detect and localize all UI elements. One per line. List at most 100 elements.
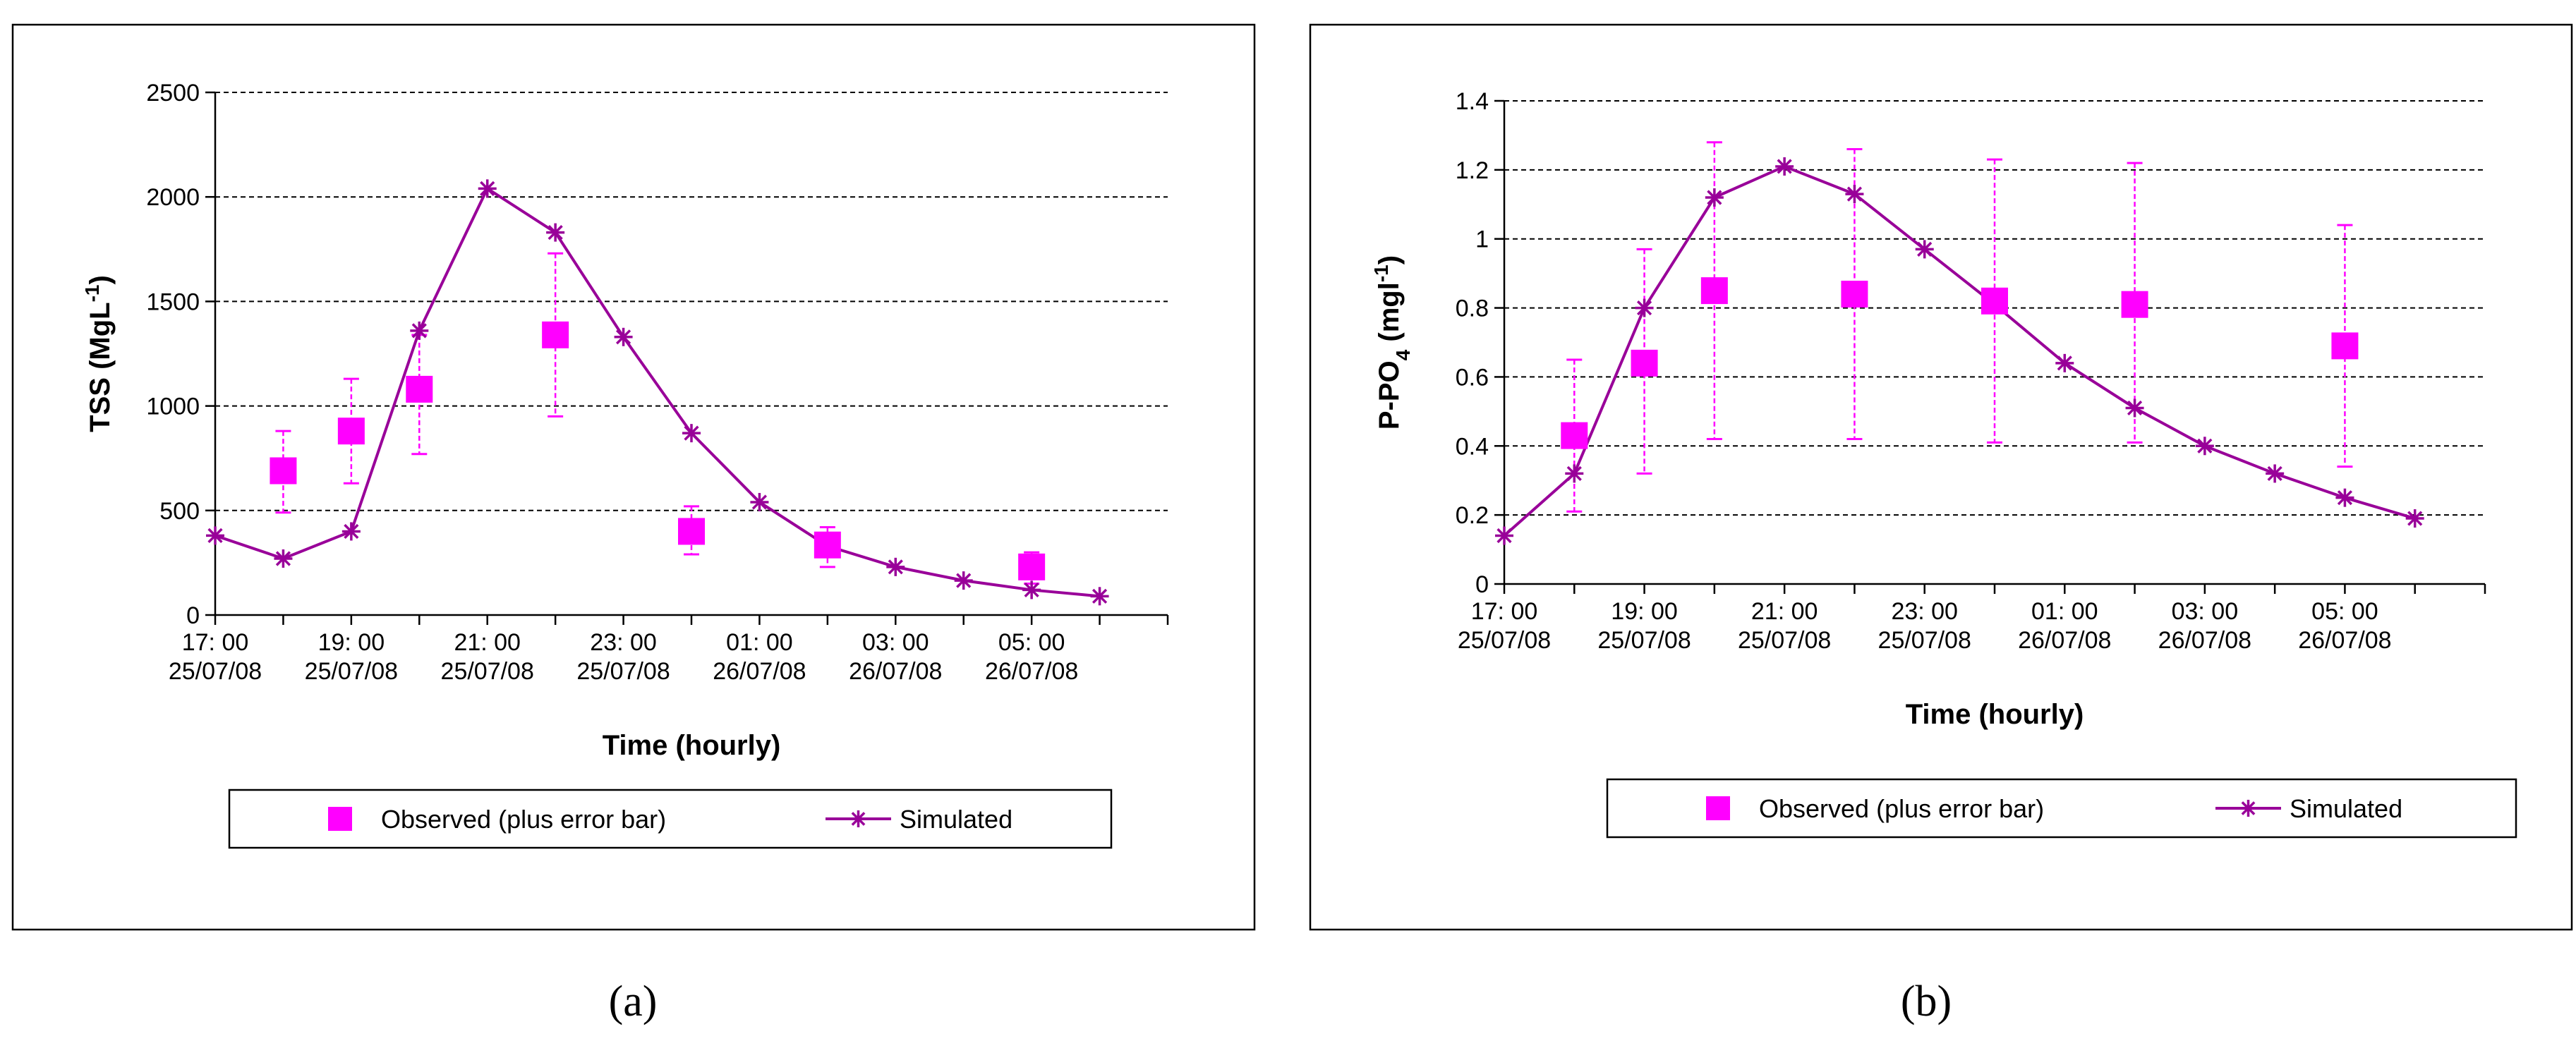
chart-b-y-tick-label: 0.6 [1456, 364, 1489, 391]
chart-a-simulated-point [478, 179, 497, 198]
chart-a-x-tick-label-date: 25/07/08 [169, 658, 262, 685]
chart-b-y-tick-label: 0.8 [1456, 296, 1489, 322]
chart-b-legend-observed-label: Observed (plus error bar) [1759, 794, 2044, 823]
chart-b-y-tick-label: 0.4 [1456, 433, 1489, 460]
chart-a-y-axis-title: TSS (MgL-1) [81, 275, 116, 432]
chart-b-simulated-point [2335, 488, 2354, 507]
chart-b-observed-point [1631, 349, 1658, 377]
chart-a-y-tick-label: 2500 [146, 80, 200, 106]
chart-b-legend-simulated-label: Simulated [2290, 794, 2402, 823]
chart-b-y-tick-label: 1.2 [1456, 157, 1489, 184]
chart-b-legend [1606, 778, 2517, 839]
chart-a-simulated-point-d2 [275, 551, 291, 566]
chart-a-observed-point [406, 375, 433, 403]
chart-a-simulated-point [1090, 587, 1109, 606]
chart-a-simulated-point [546, 223, 565, 242]
chart-a-y-tick-label: 2000 [146, 184, 200, 211]
chart-b-simulated-point-d2 [2267, 465, 2282, 482]
chart-b-simulated-point-d2 [1707, 190, 1722, 205]
chart-b-simulated-point [1565, 464, 1584, 483]
chart-a-legend-simulated-marker [849, 810, 867, 827]
chart-b-x-tick-label-time: 19: 00 [1611, 598, 1678, 625]
chart-a-x-axis-title: Time (hourly) [603, 730, 781, 761]
chart-b-x-tick-label-date: 26/07/08 [2018, 627, 2111, 654]
chart-a-x-tick-label-date: 26/07/08 [849, 658, 942, 685]
chart-a-x-tick-label-time: 21: 00 [454, 629, 521, 656]
chart-a-simulated-point-d2 [956, 573, 972, 588]
chart-a-simulated-point [682, 424, 701, 443]
chart-b-simulated-point-d2 [1636, 300, 1652, 316]
chart-a-legend-simulated-marker-d2 [851, 812, 866, 826]
chart-b-y-axis-title-part: (mgl [1374, 282, 1405, 350]
chart-a-simulated-point-d2 [480, 181, 495, 196]
chart-a-x-tick-label-time: 19: 00 [318, 629, 385, 656]
chart-a-observed-point [678, 518, 705, 545]
chart-a-legend-observed-label: Observed (plus error bar) [381, 805, 666, 834]
chart-b-simulated-point [2266, 464, 2285, 483]
chart-a-simulated-point-d2 [1024, 582, 1039, 598]
chart-b-y-axis-title: P-PO4 (mgl-1) [1370, 255, 1414, 430]
chart-b-simulated-line [1503, 164, 2416, 537]
chart-a-simulated-point [274, 549, 293, 568]
chart-b-simulated-point [1845, 185, 1864, 204]
chart-b-simulated-point [2195, 437, 2214, 456]
chart-a-simulated-point-d2 [207, 528, 223, 543]
chart-a-simulated-point [614, 327, 633, 346]
chart-a-y-tick-label: 500 [159, 498, 200, 525]
chart-a-caption: (a) [609, 978, 658, 1025]
chart-b-x-tick-label-time: 21: 00 [1751, 598, 1818, 625]
chart-a-simulated-line [214, 186, 1100, 598]
chart-a-legend-simulated-label: Simulated [900, 805, 1012, 834]
chart-a-x-tick-label-date: 26/07/08 [713, 658, 806, 685]
chart-b-simulated-point [2055, 353, 2074, 372]
chart-a-simulated-point-d2 [1092, 588, 1108, 604]
chart-a-legend-observed-swatch [328, 807, 352, 831]
chart-a-simulated-point [1022, 580, 1041, 599]
chart-b-simulated-point [2125, 398, 2144, 418]
chart-a-simulated-point-d2 [411, 323, 427, 339]
chart-a-observed-point [1018, 553, 1046, 580]
chart-a-y-axis-title-part: -1 [81, 285, 103, 303]
chart-b-legend-simulated-marker [2239, 800, 2257, 817]
chart-a-legend [228, 789, 1113, 849]
chart-a-simulated-point [886, 557, 905, 576]
chart-b-simulated-point-d2 [1496, 528, 1512, 544]
chart-b-observed-point [1700, 277, 1728, 305]
chart-b-x-tick-label-date: 26/07/08 [2158, 627, 2251, 654]
chart-a-y-tick-label: 1000 [146, 394, 200, 420]
chart-b-simulated-point-d2 [2057, 355, 2072, 371]
chart-a-x-tick-label-time: 03: 00 [862, 629, 929, 656]
chart-a-simulated-point-d2 [751, 494, 768, 510]
chart-b-x-tick-label-time: 05: 00 [2311, 598, 2378, 625]
chart-b-legend-simulated-marker-d2 [2241, 801, 2256, 815]
chart-a-x-tick-label-date: 25/07/08 [305, 658, 398, 685]
chart-b-simulated-point [1775, 157, 1794, 176]
chart-a-simulated-point-d2 [888, 559, 903, 575]
chart-a-x-tick-label-time: 17: 00 [182, 629, 249, 656]
chart-b-simulated-point [1705, 188, 1724, 207]
chart-b-simulated-point-d2 [1777, 159, 1792, 174]
chart-a-x-tick-label-date: 25/07/08 [441, 658, 534, 685]
chart-a-observed-point [814, 531, 841, 559]
chart-a-y-tick-label: 1500 [146, 288, 200, 315]
chart-b-simulated-point [1915, 240, 1934, 259]
chart-b-legend-observed-swatch [1706, 796, 1730, 820]
chart-a-simulated-point [750, 492, 769, 511]
chart-b-simulated-point-d2 [2197, 438, 2213, 454]
chart-b-caption: (b) [1901, 978, 1952, 1025]
chart-b-simulated-point-d2 [2407, 511, 2423, 526]
chart-a-simulated-point [341, 522, 361, 541]
chart-b-x-tick-label-date: 25/07/08 [1597, 627, 1691, 654]
chart-b-y-tick-label: 0 [1475, 571, 1489, 598]
chart-a-simulated-point-d2 [615, 329, 631, 345]
chart-b-simulated-point-d2 [1917, 241, 1933, 257]
chart-b-simulated-point-d2 [1846, 186, 1863, 202]
chart-b-x-tick-label-date: 26/07/08 [2298, 627, 2391, 654]
chart-b-observed-point [1981, 287, 2008, 315]
chart-b-simulated-point-d2 [2127, 400, 2143, 416]
chart-a-simulated-point [206, 526, 224, 545]
chart-a-y-tick-label: 0 [186, 602, 200, 629]
chart-b-simulated-point [2405, 509, 2424, 528]
